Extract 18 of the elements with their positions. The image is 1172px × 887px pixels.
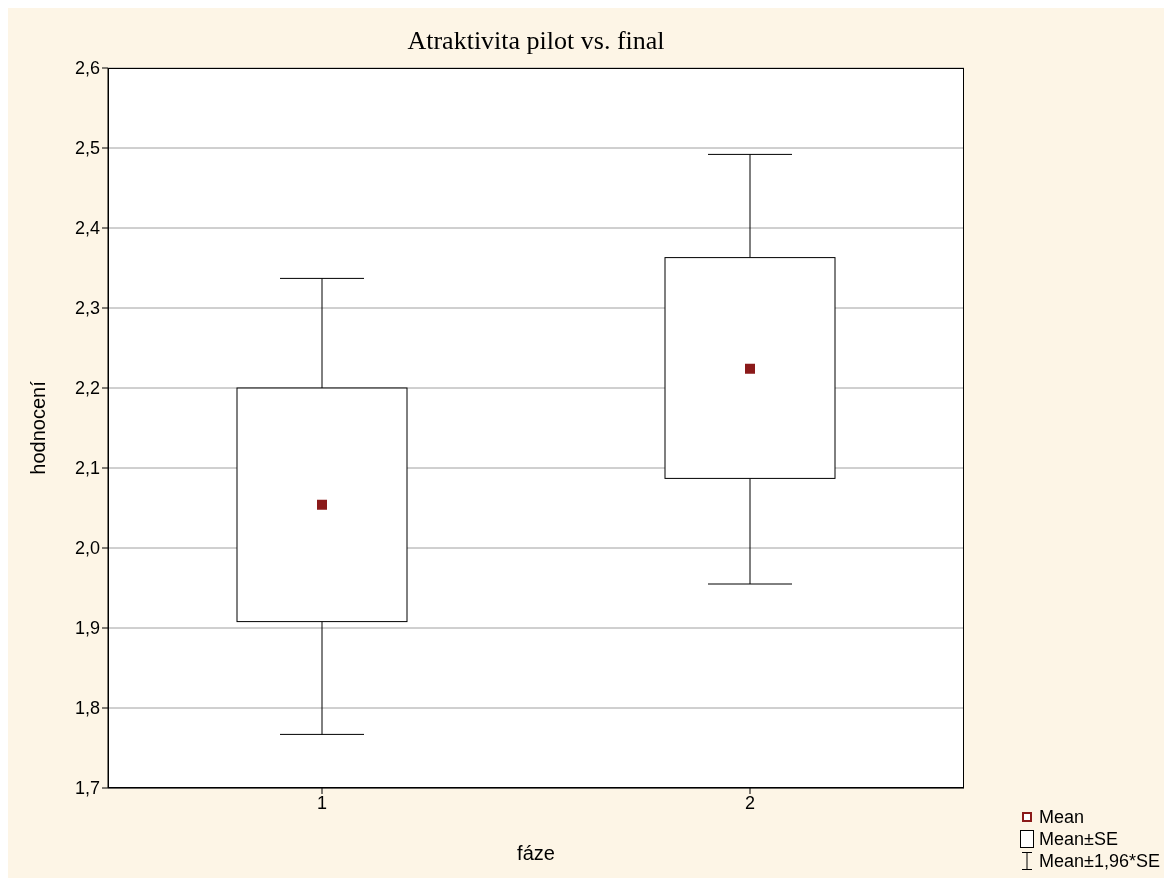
y-tick-label: 1,8 (74, 698, 100, 719)
y-tick-label: 1,7 (74, 778, 100, 799)
y-tick-label: 2,2 (74, 378, 100, 399)
text: Mean±1,96*SE (1039, 850, 1160, 872)
y-tick-label: 2,6 (74, 58, 100, 79)
y-tick-label: 2,3 (74, 298, 100, 319)
x-tick-label: 2 (744, 792, 756, 813)
x-axis-title: fáze (517, 842, 555, 864)
y-tick-label: 2,4 (74, 218, 100, 239)
y-tick-label: 1,9 (74, 618, 100, 639)
text: Mean (1039, 806, 1085, 828)
y-tick-label: 2,0 (74, 538, 100, 559)
y-axis-title: hodnocení (27, 380, 50, 475)
chart-title: Atraktivita pilot vs. final (406, 26, 666, 56)
text: Mean±SE (1039, 828, 1118, 850)
y-tick-label: 2,5 (74, 138, 100, 159)
x-tick-label: 1 (316, 792, 328, 813)
y-tick-label: 2,1 (74, 458, 100, 479)
